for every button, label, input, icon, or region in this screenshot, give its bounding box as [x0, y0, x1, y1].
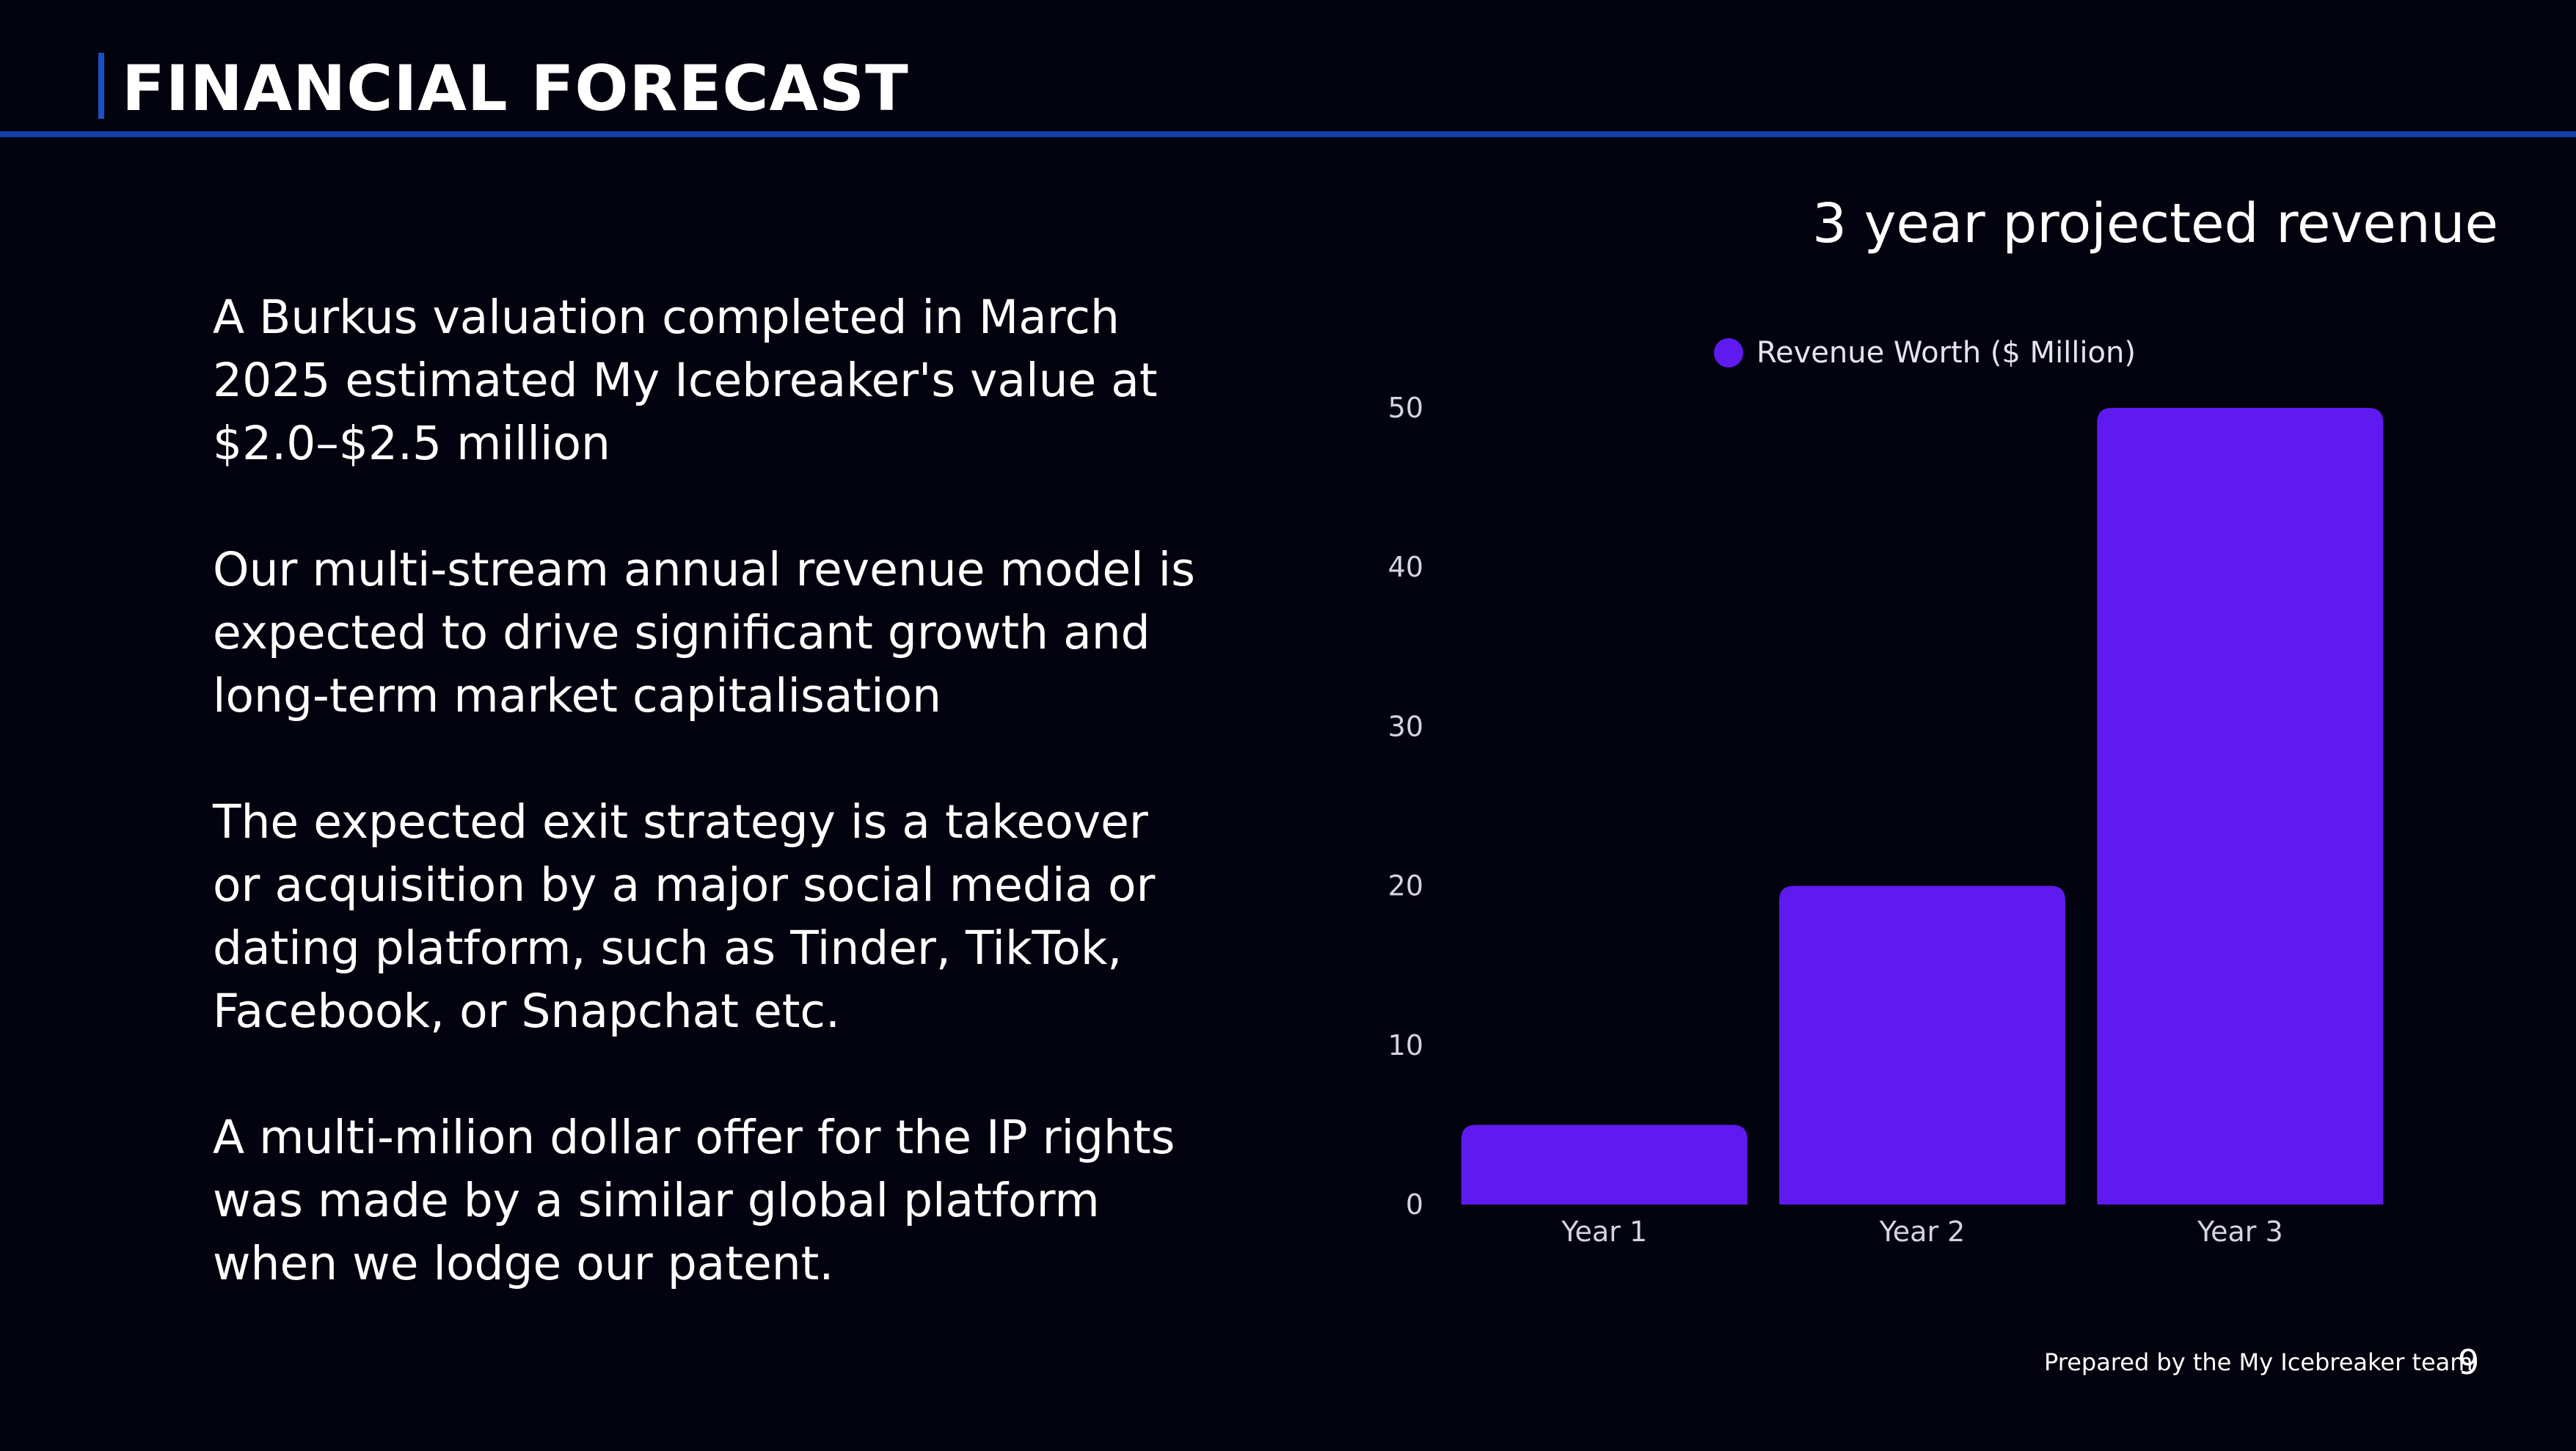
body-text: A Burkus valuation completed in March 20…: [213, 286, 1196, 1359]
revenue-bar-chart: 0 10 20 30 40 50 Year 1 Year 2 Year 3: [1388, 392, 2384, 1248]
legend-swatch: [1714, 338, 1743, 368]
page-number: 9: [2458, 1342, 2480, 1382]
title-accent-bar: [98, 53, 104, 119]
paragraph-ip-offer: A multi-milion dollar offer for the IP r…: [213, 1111, 1175, 1290]
y-tick-label: 50: [1388, 392, 1423, 424]
chart-title: 3 year projected revenue: [1812, 192, 2499, 255]
x-tick-label: Year 3: [2197, 1216, 2283, 1248]
legend-label: Revenue Worth ($ Million): [1756, 336, 2136, 370]
y-tick-label: 30: [1388, 710, 1423, 742]
footer-credit: Prepared by the My Icebreaker team: [2044, 1348, 2473, 1376]
y-tick-label: 10: [1388, 1029, 1423, 1061]
bar-year-2: [1779, 885, 2065, 1205]
x-tick-label: Year 1: [1561, 1216, 1647, 1248]
bar-year-1: [1461, 1125, 1748, 1205]
chart-legend: Revenue Worth ($ Million): [1714, 336, 2136, 370]
slide-title: FINANCIAL FORECAST: [122, 52, 909, 125]
paragraph-revenue-model: Our multi-stream annual revenue model is…: [213, 543, 1195, 723]
bar-year-3: [2097, 408, 2384, 1205]
paragraph-valuation: A Burkus valuation completed in March 20…: [213, 290, 1158, 470]
y-tick-label: 0: [1406, 1188, 1423, 1221]
x-tick-label: Year 2: [1879, 1216, 1966, 1248]
y-tick-label: 20: [1388, 870, 1423, 902]
y-tick-label: 40: [1388, 551, 1423, 583]
title-divider: [0, 131, 2576, 137]
paragraph-exit-strategy: The expected exit strategy is a takeover…: [213, 795, 1156, 1038]
